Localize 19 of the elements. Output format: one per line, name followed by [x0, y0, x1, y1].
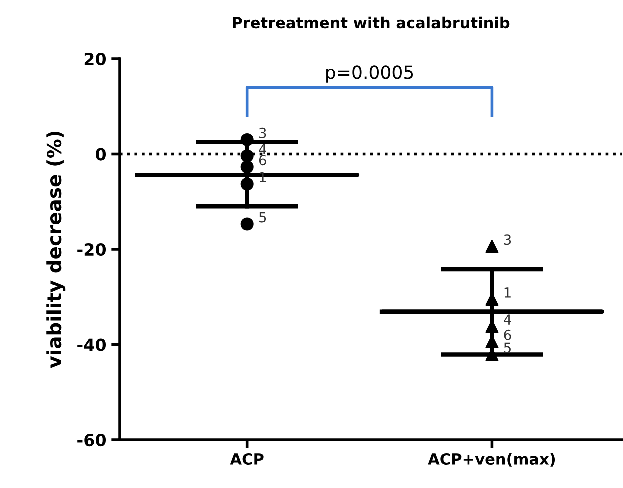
y-tick-label: -20 [78, 243, 106, 256]
y-tick-label: -60 [78, 434, 106, 447]
chart-title: Pretreatment with acalabrutinib [233, 16, 510, 29]
annotation: 5 [260, 212, 266, 223]
annotation: 3 [504, 234, 512, 246]
y-tick-label: 0 [96, 148, 106, 161]
annotation: 1 [504, 288, 511, 298]
y-tick-label: 20 [84, 52, 106, 66]
annotation: p=0.0005 [326, 66, 414, 83]
annotation: 6 [504, 330, 512, 340]
x-tick-label: ACP+ven(max) [428, 453, 556, 467]
y-axis-title: viability decrease (%) [46, 132, 66, 368]
y-tick-label: -40 [78, 338, 106, 352]
annotation: 3 [260, 128, 266, 138]
annotation: 5 [504, 342, 511, 354]
annotation: 4 [259, 144, 267, 154]
x-tick-label: ACP [230, 453, 264, 466]
annotation: 4 [504, 314, 512, 325]
annotation: 6 [259, 155, 266, 166]
